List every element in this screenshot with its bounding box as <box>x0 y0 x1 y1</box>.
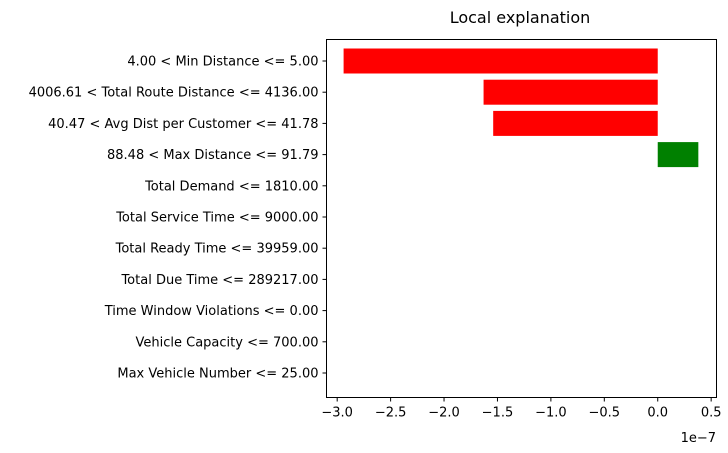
bar <box>657 142 699 168</box>
x-scale-label: 1e−7 <box>681 431 716 446</box>
bar <box>343 48 658 74</box>
y-tick-label: Total Due Time <= 289217.00 <box>120 273 318 288</box>
chart-title: Local explanation <box>450 8 591 27</box>
x-tick-label: −0.5 <box>589 406 621 421</box>
y-tick-label: Vehicle Capacity <= 700.00 <box>136 335 319 350</box>
plot-frame <box>326 39 717 398</box>
bars <box>343 48 699 168</box>
bar <box>493 110 658 136</box>
x-tick-label: 0.0 <box>647 406 668 421</box>
x-tick-label: −2.5 <box>375 406 407 421</box>
y-tick-label: Time Window Violations <= 0.00 <box>104 304 319 319</box>
x-tick-label: −3.0 <box>321 406 353 421</box>
y-tick-label: 40.47 < Avg Dist per Customer <= 41.78 <box>48 117 318 132</box>
y-tick-label: 88.48 < Max Distance <= 91.79 <box>107 148 319 163</box>
y-tick-label: Total Demand <= 1810.00 <box>144 179 318 194</box>
bar <box>483 79 658 105</box>
x-tick-label: −1.5 <box>482 406 514 421</box>
x-tick-label: −2.0 <box>428 406 460 421</box>
y-axis: 4.00 < Min Distance <= 5.00 4006.61 < Tot… <box>29 55 327 382</box>
y-tick-label: Total Service Time <= 9000.00 <box>115 211 318 226</box>
y-tick-label: Max Vehicle Number <= 25.00 <box>117 367 318 382</box>
x-tick-label: 0.5 <box>701 406 722 421</box>
x-tick-label: −1.0 <box>535 406 567 421</box>
y-tick-label: 4.00 < Min Distance <= 5.00 <box>127 55 318 70</box>
y-tick-label: Total Ready Time <= 39959.00 <box>115 242 319 257</box>
y-tick-label: 4006.61 < Total Route Distance <= 4136.0… <box>29 86 319 101</box>
x-axis: −3.0 −2.5 −2.0 −1.5 −1.0 −0.5 0.0 0.5 <box>321 397 722 421</box>
